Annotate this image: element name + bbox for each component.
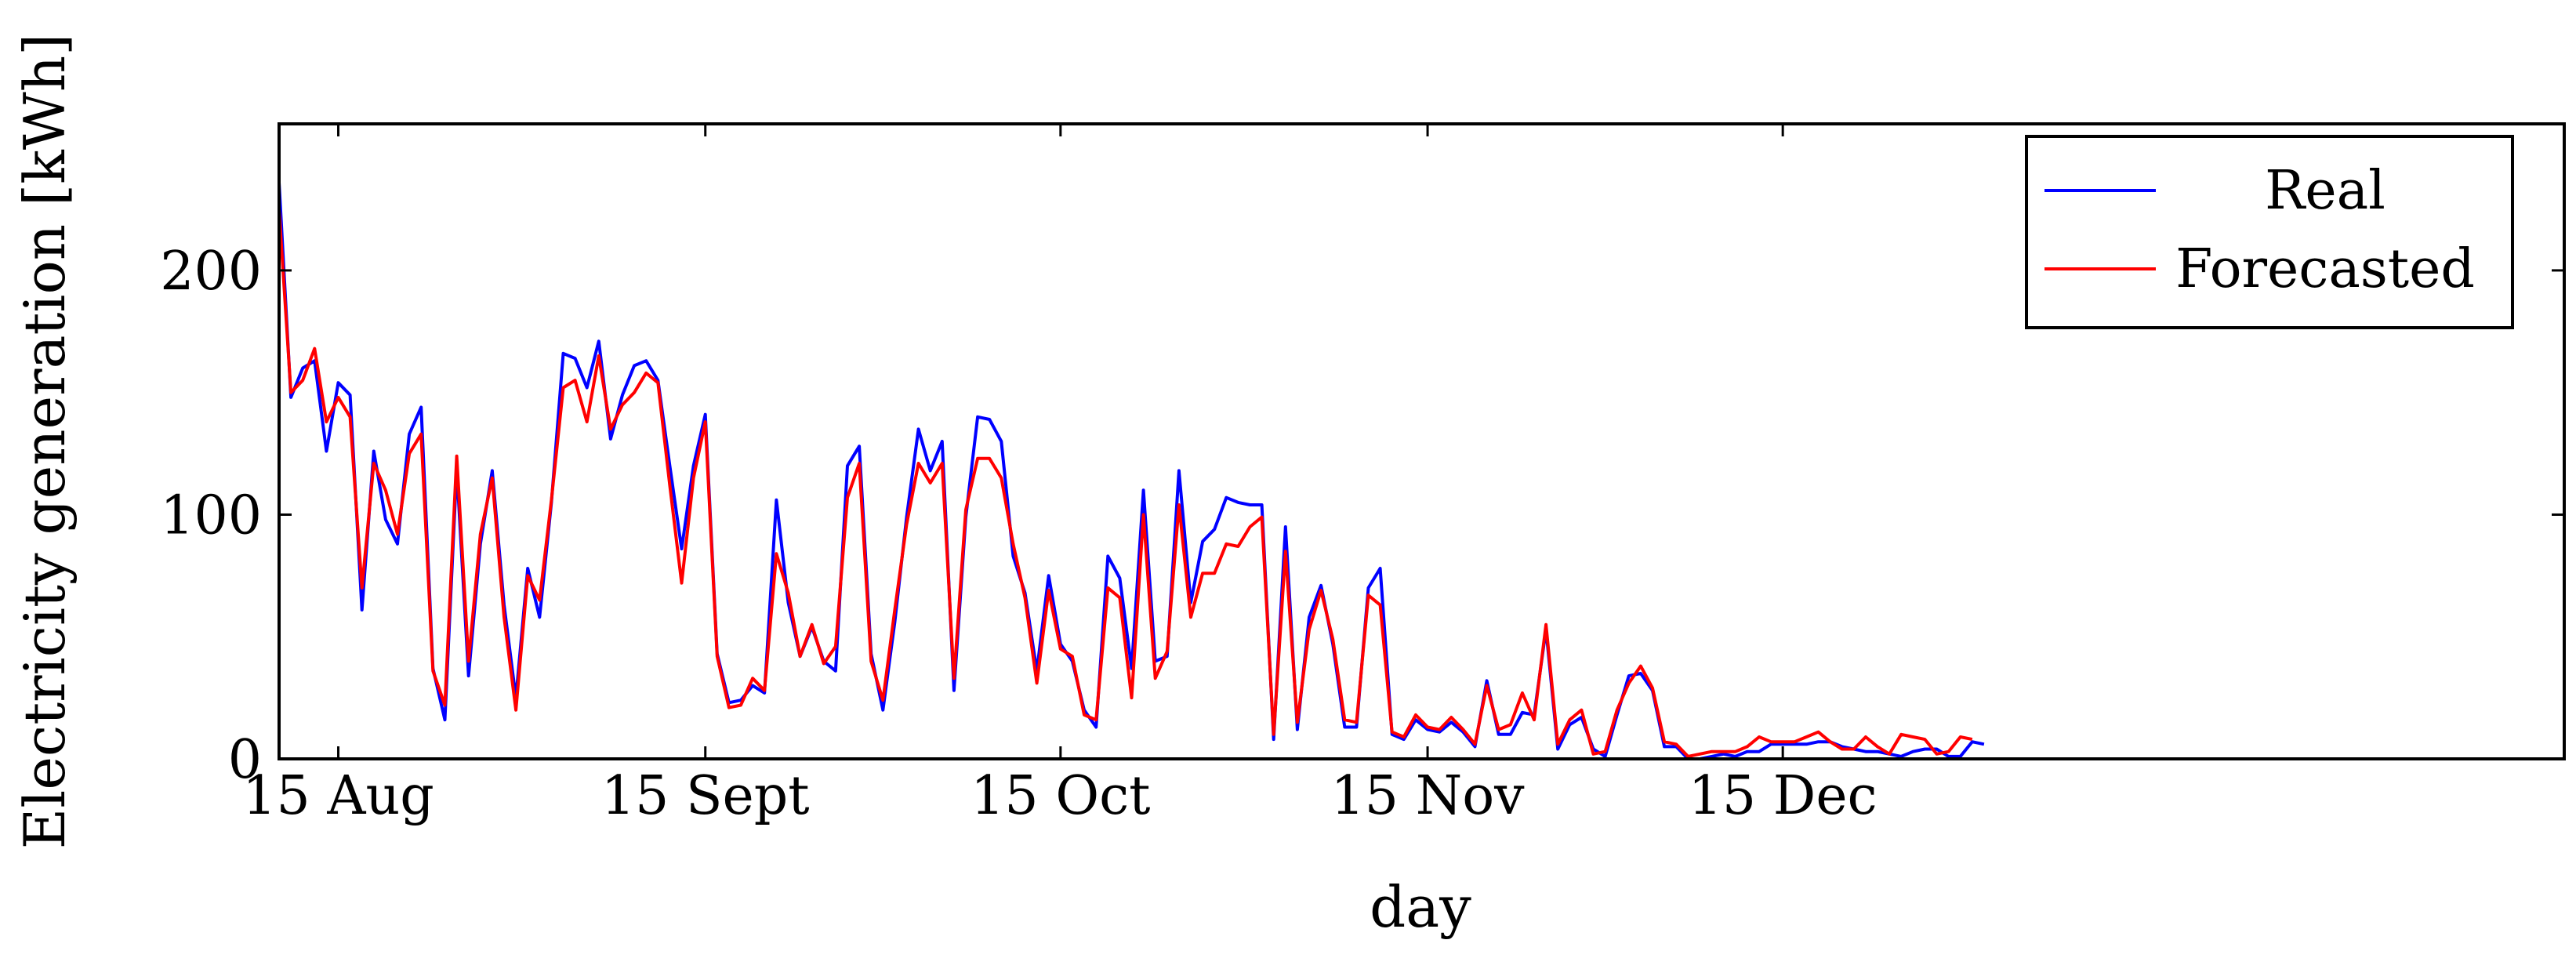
y-tick-label: 200 [160, 241, 262, 303]
x-tick-label: 15 Dec [1689, 765, 1878, 827]
y-tick-label: 100 [160, 484, 262, 546]
plot-frame [278, 122, 2566, 760]
legend-box [2025, 135, 2514, 329]
series-layer [278, 182, 1985, 760]
x-tick-label: 15 Sept [601, 765, 810, 827]
legend-label-forecasted: Forecasted [2175, 238, 2475, 300]
series-line-forecasted [278, 209, 1973, 758]
x-axis-label: day [1370, 874, 1471, 940]
legend: Real Forecasted [2025, 135, 2514, 329]
x-tick-label: 15 Nov [1331, 765, 1526, 827]
x-tick-label: 15 Aug [242, 765, 434, 827]
y-tick-label: 0 [228, 729, 262, 791]
tick-layer: 0 100 200 15 Aug 15 Sept 15 Oct 15 Nov 15 Dec [160, 124, 2564, 827]
y-axis-label: Electricity generation [kWh] [12, 34, 78, 850]
legend-label-real: Real [2265, 160, 2386, 222]
series-line-real [278, 182, 1985, 760]
x-tick-label: 15 Oct [971, 765, 1150, 827]
